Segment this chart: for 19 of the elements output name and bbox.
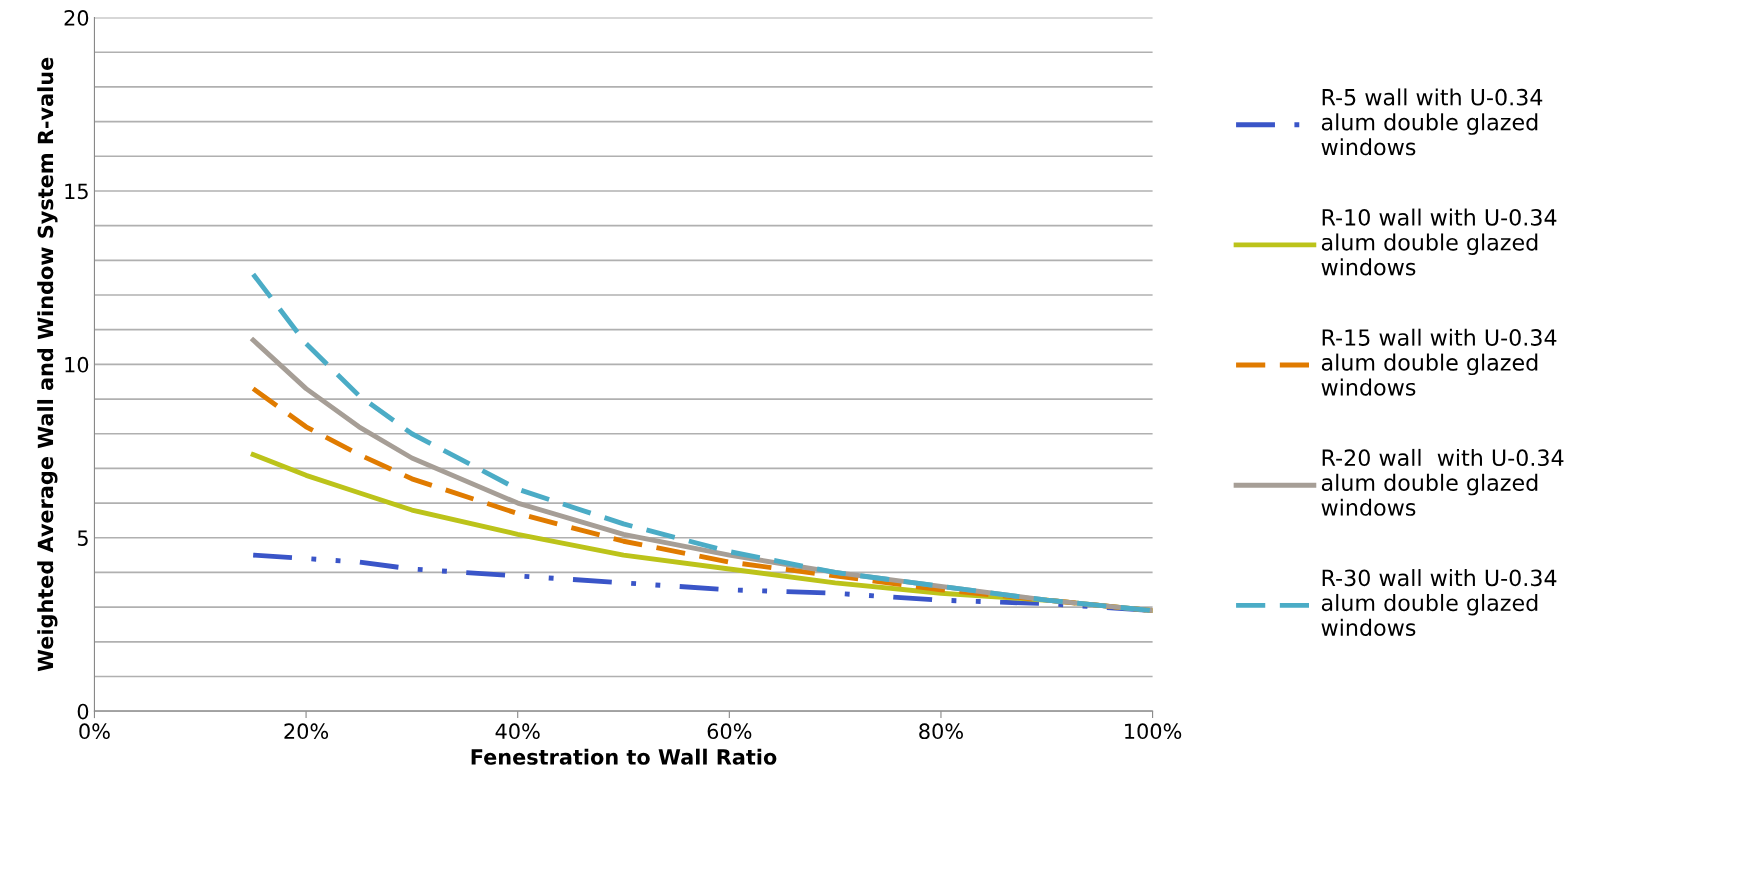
y-tick-label: 15 — [65, 183, 88, 200]
legend-label: R-15 wall with U-0.34 alum double glazed windows — [1321, 328, 1557, 396]
x-tick-label: 40% — [495, 723, 540, 740]
x-tick-label: 80% — [919, 723, 963, 740]
x-tick-label: 100% — [1125, 723, 1182, 740]
legend-label: R-5 wall with U-0.34 alum double glazed windows — [1321, 88, 1543, 156]
y-tick-label: 5 — [77, 530, 88, 546]
x-tick-label: 60% — [707, 723, 752, 740]
y-tick-label: 20 — [64, 10, 89, 26]
y-axis-title: Weighted Average Wall and Window System R-value — [37, 57, 58, 672]
legend-label: R-30 wall with U-0.34 alum double glazed windows — [1321, 569, 1557, 637]
x-tick-label: 0% — [79, 723, 110, 740]
line-series — [250, 271, 1153, 614]
legend-label: R-10 wall with U-0.34 alum double glazed windows — [1321, 208, 1557, 276]
y-tick-label: 10 — [65, 356, 89, 373]
x-axis-title: Fenestration to Wall Ratio — [471, 748, 777, 765]
x-tick-label: 20% — [284, 723, 329, 740]
legend-label: R-20 wall with U-0.34 alum double glazed windows — [1321, 448, 1564, 516]
y-tick-label: 0 — [77, 703, 89, 720]
